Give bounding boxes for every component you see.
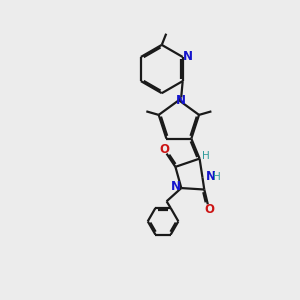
Text: O: O xyxy=(159,143,169,156)
Text: N: N xyxy=(206,170,216,183)
Text: O: O xyxy=(204,203,214,216)
Text: N: N xyxy=(171,180,181,194)
Text: N: N xyxy=(176,94,186,107)
Text: N: N xyxy=(183,50,193,64)
Text: H: H xyxy=(202,151,210,161)
Text: H: H xyxy=(213,172,221,182)
